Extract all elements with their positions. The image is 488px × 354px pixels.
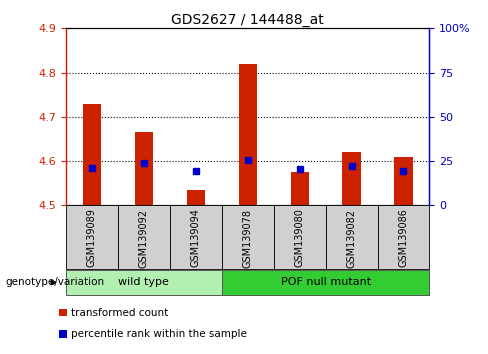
- Bar: [66, 205, 118, 269]
- Bar: [118, 205, 170, 269]
- Text: GSM139092: GSM139092: [139, 209, 149, 268]
- Bar: [135, 132, 153, 205]
- Bar: [325, 205, 378, 269]
- Bar: [394, 156, 412, 205]
- Bar: [222, 270, 429, 295]
- Text: GSM139094: GSM139094: [191, 209, 201, 267]
- Title: GDS2627 / 144488_at: GDS2627 / 144488_at: [171, 13, 324, 27]
- Bar: [186, 190, 205, 205]
- Bar: [378, 205, 429, 269]
- Bar: [83, 103, 101, 205]
- Text: transformed count: transformed count: [71, 308, 168, 318]
- Text: genotype/variation: genotype/variation: [5, 278, 104, 287]
- Bar: [290, 172, 309, 205]
- Text: GSM139089: GSM139089: [87, 209, 97, 267]
- Text: wild type: wild type: [119, 278, 169, 287]
- Bar: [274, 205, 325, 269]
- Text: percentile rank within the sample: percentile rank within the sample: [71, 329, 246, 339]
- Bar: [222, 205, 274, 269]
- Text: GSM139086: GSM139086: [399, 209, 408, 267]
- Text: GSM139080: GSM139080: [295, 209, 305, 267]
- Bar: [66, 270, 222, 295]
- Bar: [343, 152, 361, 205]
- Text: GSM139078: GSM139078: [243, 209, 253, 268]
- Text: GSM139082: GSM139082: [346, 209, 357, 268]
- Text: POF null mutant: POF null mutant: [281, 278, 370, 287]
- Bar: [239, 64, 257, 205]
- Bar: [170, 205, 222, 269]
